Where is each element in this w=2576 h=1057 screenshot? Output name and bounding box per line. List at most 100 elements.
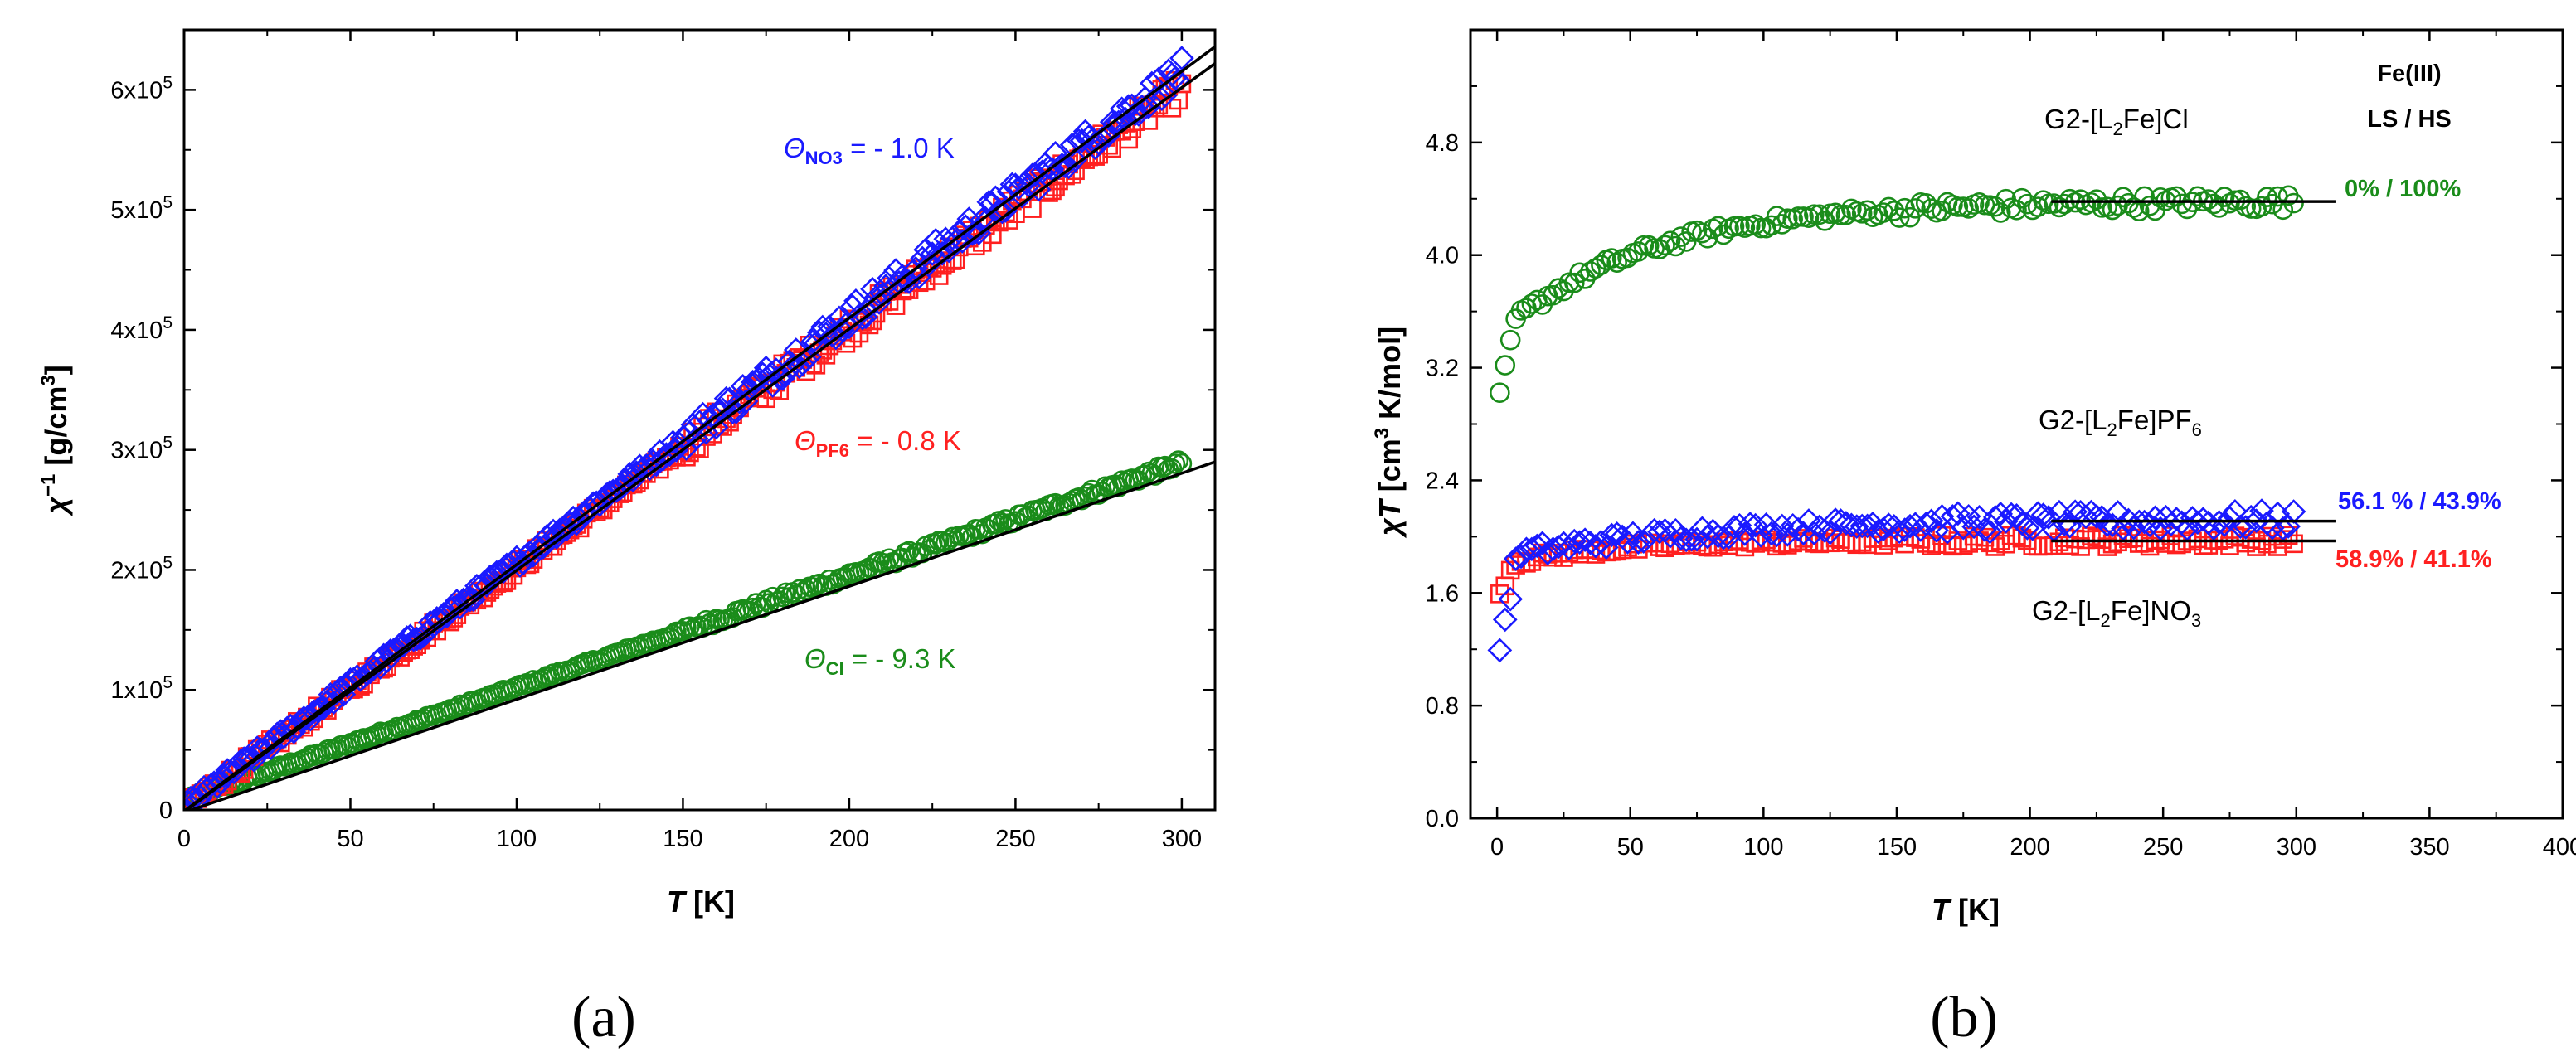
chart-a-ytick-label: 3x105: [110, 434, 173, 464]
chart-b-point-cl: [2112, 187, 2134, 208]
chart-b-point-cl: [1521, 293, 1543, 314]
chart-b-xtick-label: 350: [2409, 834, 2449, 861]
chart-b-point-no3: [2206, 510, 2232, 535]
chart-b-point-cl: [1569, 262, 1590, 284]
chart-a-point-pf6: [1023, 199, 1042, 218]
panel-label-b: (b): [1930, 986, 1998, 1050]
chart-b-ytick-label: 1.6: [1426, 580, 1459, 607]
chart-b-xtick-label: 100: [1743, 834, 1783, 861]
chart-a-point-no3: [867, 290, 892, 315]
chart-b-point-no3: [2004, 503, 2029, 528]
chart-b-point-no3: [1626, 530, 1651, 555]
chart-b-ylabel: χT [cm3 K/mol]: [1371, 327, 1407, 539]
chart-a-point-no3: [1169, 46, 1194, 70]
chart-a-ytick-label: 2x105: [110, 553, 173, 584]
chart-b-point-no3: [1871, 516, 1896, 542]
chart-b-point-cl: [1745, 214, 1767, 235]
chart-b-point-cl: [1804, 204, 1825, 225]
chart-a-point-no3: [703, 415, 729, 440]
chart-b-point-no3: [2153, 504, 2179, 530]
chart-b-frame: [1469, 28, 2564, 820]
chart-b-point-cl: [1665, 235, 1686, 257]
chart-b-point-no3: [1674, 527, 1699, 553]
chart-b-point-no3: [1562, 528, 1587, 554]
chart-b-point-cl: [1591, 255, 1611, 275]
chart-b-point-cl: [1905, 198, 1926, 219]
chart-b-point-no3: [1524, 533, 1550, 559]
chart-a-point-no3: [617, 462, 643, 487]
chart-a-point-no3: [404, 626, 430, 652]
chart-b-point-cl: [2038, 193, 2059, 215]
chart-a-ytick-label: 0: [159, 798, 173, 824]
chart-b-point-no3: [2084, 504, 2109, 529]
chart-a-point-cl: [902, 547, 923, 568]
chart-b-point-no3: [1892, 517, 1917, 542]
chart-b-point-cl: [2240, 198, 2262, 219]
chart-b-point-no3: [1999, 502, 2024, 527]
chart-b-point-cl: [1857, 200, 1878, 221]
chart-a-frame: [182, 28, 1217, 812]
chart-a-point-no3: [727, 389, 752, 415]
annotation-theta: Θ: [804, 643, 826, 674]
chart-b-point-pf6: [1735, 537, 1755, 557]
chart-b-point-no3: [1849, 513, 1875, 539]
chart-b-ratio-no3: 56.1 % / 43.9%: [2338, 488, 2501, 515]
chart-b-point-no3: [1577, 531, 1603, 555]
chart-b-ticks: 0 50 100 150 200 250 300 350 400 0.0 0.8 1.6 2.4 3.2 4…: [1426, 30, 2576, 861]
chart-b-point-no3: [1972, 517, 1997, 542]
chart-b-point-no3: [1722, 515, 1747, 540]
chart-b-point-pf6: [2231, 527, 2250, 547]
chart-a-point-cl: [453, 696, 474, 717]
chart-b-point-cl: [1798, 207, 1820, 228]
chart-a-point-no3: [1006, 175, 1032, 201]
chart-a-point-no3: [857, 294, 882, 320]
chart-b-compound-label-pf6: G2-[L2Fe]PF6: [2039, 405, 2202, 440]
chart-b-point-no3: [1684, 526, 1709, 552]
chart-b-point-cl: [1490, 382, 1510, 404]
chart-b-point-no3: [1918, 508, 1944, 534]
chart-b-point-no3: [1839, 512, 1864, 538]
chart-b-xtick-label: 200: [2010, 834, 2049, 861]
chart-b-point-cl: [2214, 187, 2235, 207]
chart-a-point-no3: [760, 373, 785, 398]
chart-a-point-cl: [941, 526, 963, 548]
chart-a-point-no3: [1059, 132, 1085, 158]
chart-b-point-no3: [1908, 517, 1933, 542]
chart-a-point-no3: [1009, 183, 1035, 209]
chart-b-point-cl: [1633, 235, 1655, 256]
chart-b-point-cl: [1958, 198, 1979, 219]
chart-b-point-no3: [2142, 505, 2168, 531]
chart-a-point-pf6: [1119, 129, 1139, 149]
chart-a-point-no3: [700, 402, 726, 428]
chart-a-point-cl: [696, 609, 717, 631]
chart-b-point-no3: [2276, 514, 2301, 539]
chart-a-annotation-no3: ΘNO3 = - 1.0 K: [784, 133, 955, 168]
chart-b-point-cl: [1543, 284, 1563, 306]
chart-b-xtick-label: 50: [1617, 834, 1644, 861]
chart-a-point-cl: [985, 513, 1006, 535]
chart-b-point-no3: [1876, 512, 1902, 537]
chart-b-point-cl: [1830, 205, 1851, 225]
annotation-subscript: PF6: [816, 440, 849, 461]
chart-a-point-no3: [973, 209, 999, 234]
chart-a-point-pf6: [207, 777, 227, 797]
chart-a-xtick-label: 150: [663, 826, 702, 852]
chart-a-point-no3: [248, 737, 274, 762]
chart-b-point-no3: [2233, 515, 2258, 540]
chart-b-point-cl: [1974, 194, 1995, 216]
chart-b-header-line2: LS / HS: [2367, 106, 2452, 133]
panel-label-a: (a): [571, 986, 636, 1050]
chart-a-ytick-label: 4x105: [110, 313, 173, 344]
chart-b-point-cl: [1990, 202, 2011, 223]
chart-b-point-no3: [1583, 533, 1608, 559]
chart-b-point-no3: [1621, 521, 1645, 546]
chart-b-point-no3: [1641, 517, 1667, 543]
chart-a-ylabel: χ−1 [g/cm3]: [37, 365, 73, 517]
chart-a-fit-line: [187, 460, 1215, 810]
chart-b-point-cl: [1499, 329, 1521, 351]
chart-a-point-no3: [1125, 102, 1151, 127]
chart-a-point-no3: [211, 763, 236, 788]
chart-b-point-pf6: [2034, 536, 2053, 556]
chart-a-point-no3: [478, 564, 503, 589]
